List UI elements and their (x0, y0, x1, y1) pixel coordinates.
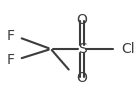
Text: F: F (6, 29, 14, 43)
Text: F: F (6, 53, 14, 67)
Text: S: S (78, 42, 87, 56)
Text: O: O (77, 13, 87, 27)
Text: Cl: Cl (121, 42, 135, 56)
Text: O: O (77, 71, 87, 85)
